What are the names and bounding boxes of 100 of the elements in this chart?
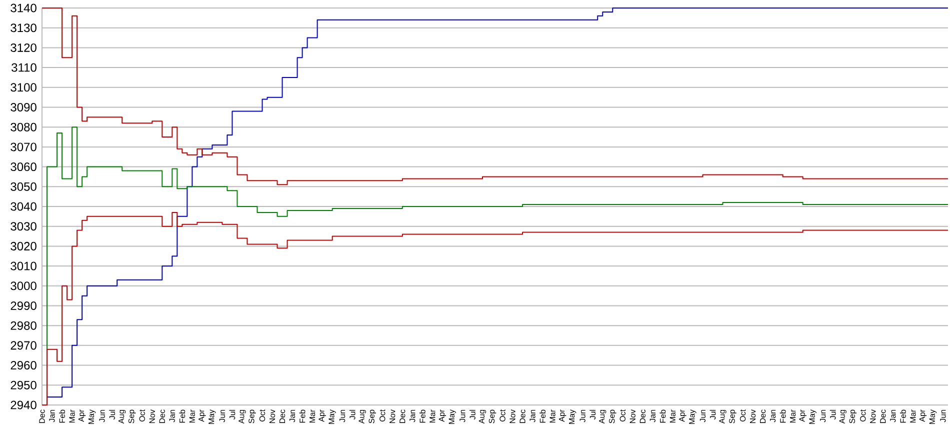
x-tick-label: Jul	[590, 410, 596, 420]
y-tick-label: 3030	[10, 222, 36, 231]
x-tick-label: Nov	[510, 409, 516, 424]
x-tick-label: May	[88, 409, 96, 424]
x-tick-label: Apr	[78, 410, 86, 422]
x-tick-label: Sep	[128, 410, 136, 424]
x-tick-label: Jan	[770, 410, 776, 422]
x-tick-label: Feb	[900, 410, 906, 423]
y-tick-label: 3080	[10, 122, 36, 132]
x-tick-label: Feb	[299, 410, 306, 423]
x-tick-label: Mar	[910, 410, 916, 423]
x-tick-label: Jul	[470, 410, 476, 420]
y-tick-label: 2990	[10, 301, 36, 310]
x-tick-label: Aug	[478, 410, 486, 424]
x-tick-label: May	[929, 409, 937, 424]
x-tick-label: Oct	[500, 409, 506, 422]
x-tick-label: Jul	[349, 410, 356, 420]
x-tick-label: Mar	[189, 410, 195, 423]
x-tick-label: Dec	[760, 410, 766, 424]
x-tick-label: Jul	[830, 410, 836, 420]
y-tick-label: 3010	[10, 262, 36, 270]
x-tick-label: Nov	[390, 409, 396, 424]
y-tick-label: 3040	[10, 202, 36, 211]
x-tick-label: Apr	[919, 410, 927, 422]
y-tick-label: 3070	[10, 142, 36, 152]
y-tick-label: 2950	[10, 380, 36, 390]
x-tick-label: Oct	[139, 409, 145, 422]
y-tick-label: 3020	[10, 242, 36, 250]
x-tick-label: Dec	[159, 410, 165, 424]
x-tick-label: Oct	[380, 409, 386, 422]
x-tick-label: Oct	[259, 409, 266, 422]
y-tick-label: 3050	[10, 182, 36, 191]
x-tick-label: Nov	[269, 409, 276, 424]
x-tick-label: Apr	[318, 410, 326, 422]
y-tick-label: 3100	[10, 83, 36, 92]
x-tick-label: Nov	[630, 409, 636, 424]
y-tick-label: 3090	[10, 102, 36, 112]
y-tick-label: 2960	[10, 361, 36, 370]
x-tick-label: Sep	[368, 410, 376, 424]
x-tick-label: Dec	[520, 410, 526, 424]
x-tick-label: May	[569, 409, 576, 424]
x-tick-label: Aug	[358, 410, 366, 424]
x-tick-label: May	[448, 409, 456, 424]
x-tick-label: Nov	[870, 409, 876, 424]
x-tick-label: Jul	[710, 410, 716, 420]
x-tick-label: Nov	[149, 409, 155, 424]
x-tick-label: Aug	[839, 410, 846, 424]
x-tick-label: Feb	[660, 410, 666, 423]
x-tick-label: Jun	[700, 410, 706, 422]
x-tick-label: Jul	[229, 410, 236, 420]
x-tick-label: Dec	[880, 410, 886, 424]
x-tick-label: Dec	[279, 410, 286, 424]
x-tick-label: Feb	[419, 410, 426, 423]
x-tick-label: Feb	[59, 410, 65, 423]
x-tick-label: May	[328, 409, 336, 424]
x-tick-label: Jun	[820, 410, 826, 422]
x-tick-label: Jun	[219, 410, 226, 422]
x-tick-label: Dec	[400, 410, 406, 424]
x-tick-label: Oct	[740, 409, 746, 422]
x-tick-label: Jun	[340, 410, 346, 422]
x-tick-label: Jan	[169, 410, 175, 422]
x-tick-label: Jan	[650, 410, 656, 422]
x-tick-label: Feb	[179, 410, 186, 423]
x-tick-label: Jun	[460, 410, 466, 422]
x-tick-label: Aug	[599, 410, 606, 424]
x-tick-label: Mar	[670, 410, 676, 423]
y-tick-label: 3140	[10, 4, 36, 12]
x-tick-label: Apr	[438, 410, 446, 422]
x-tick-label: Mar	[550, 410, 556, 423]
x-tick-label: Apr	[679, 410, 686, 422]
x-tick-label: Aug	[118, 410, 126, 424]
y-tick-label: 3060	[10, 162, 36, 172]
x-tick-label: Jun	[580, 410, 586, 422]
x-tick-label: Sep	[248, 410, 256, 424]
x-tick-label: Nov	[750, 409, 756, 424]
x-tick-label: May	[689, 409, 696, 424]
x-tick-label: Oct	[860, 409, 866, 422]
x-tick-label: Jan	[49, 410, 55, 422]
x-tick-label: Feb	[540, 410, 546, 423]
x-tick-label: Jan	[530, 410, 536, 422]
x-tick-label: Jan	[410, 410, 416, 422]
x-tick-label: Apr	[198, 410, 206, 422]
x-tick-label: Jun	[99, 410, 105, 422]
y-tick-label: 3000	[10, 282, 36, 290]
y-tick-label: 2940	[10, 400, 36, 410]
x-tick-label: May	[208, 409, 216, 424]
y-tick-label: 3120	[10, 43, 36, 52]
x-tick-label: Jan	[289, 410, 296, 422]
x-tick-label: Jun	[940, 410, 946, 422]
x-tick-label: Sep	[488, 410, 496, 424]
x-tick-label: Apr	[559, 410, 566, 422]
x-tick-label: Mar	[69, 410, 75, 423]
y-tick-label: 2970	[10, 341, 36, 350]
x-tick-label: Dec	[39, 410, 45, 424]
x-tick-label: Mar	[790, 410, 796, 423]
x-tick-label: Sep	[849, 410, 857, 424]
y-tick-label: 3130	[10, 24, 36, 32]
x-tick-label: Sep	[609, 410, 616, 424]
x-tick-label: Mar	[310, 410, 316, 423]
x-tick-label: Aug	[719, 410, 726, 424]
